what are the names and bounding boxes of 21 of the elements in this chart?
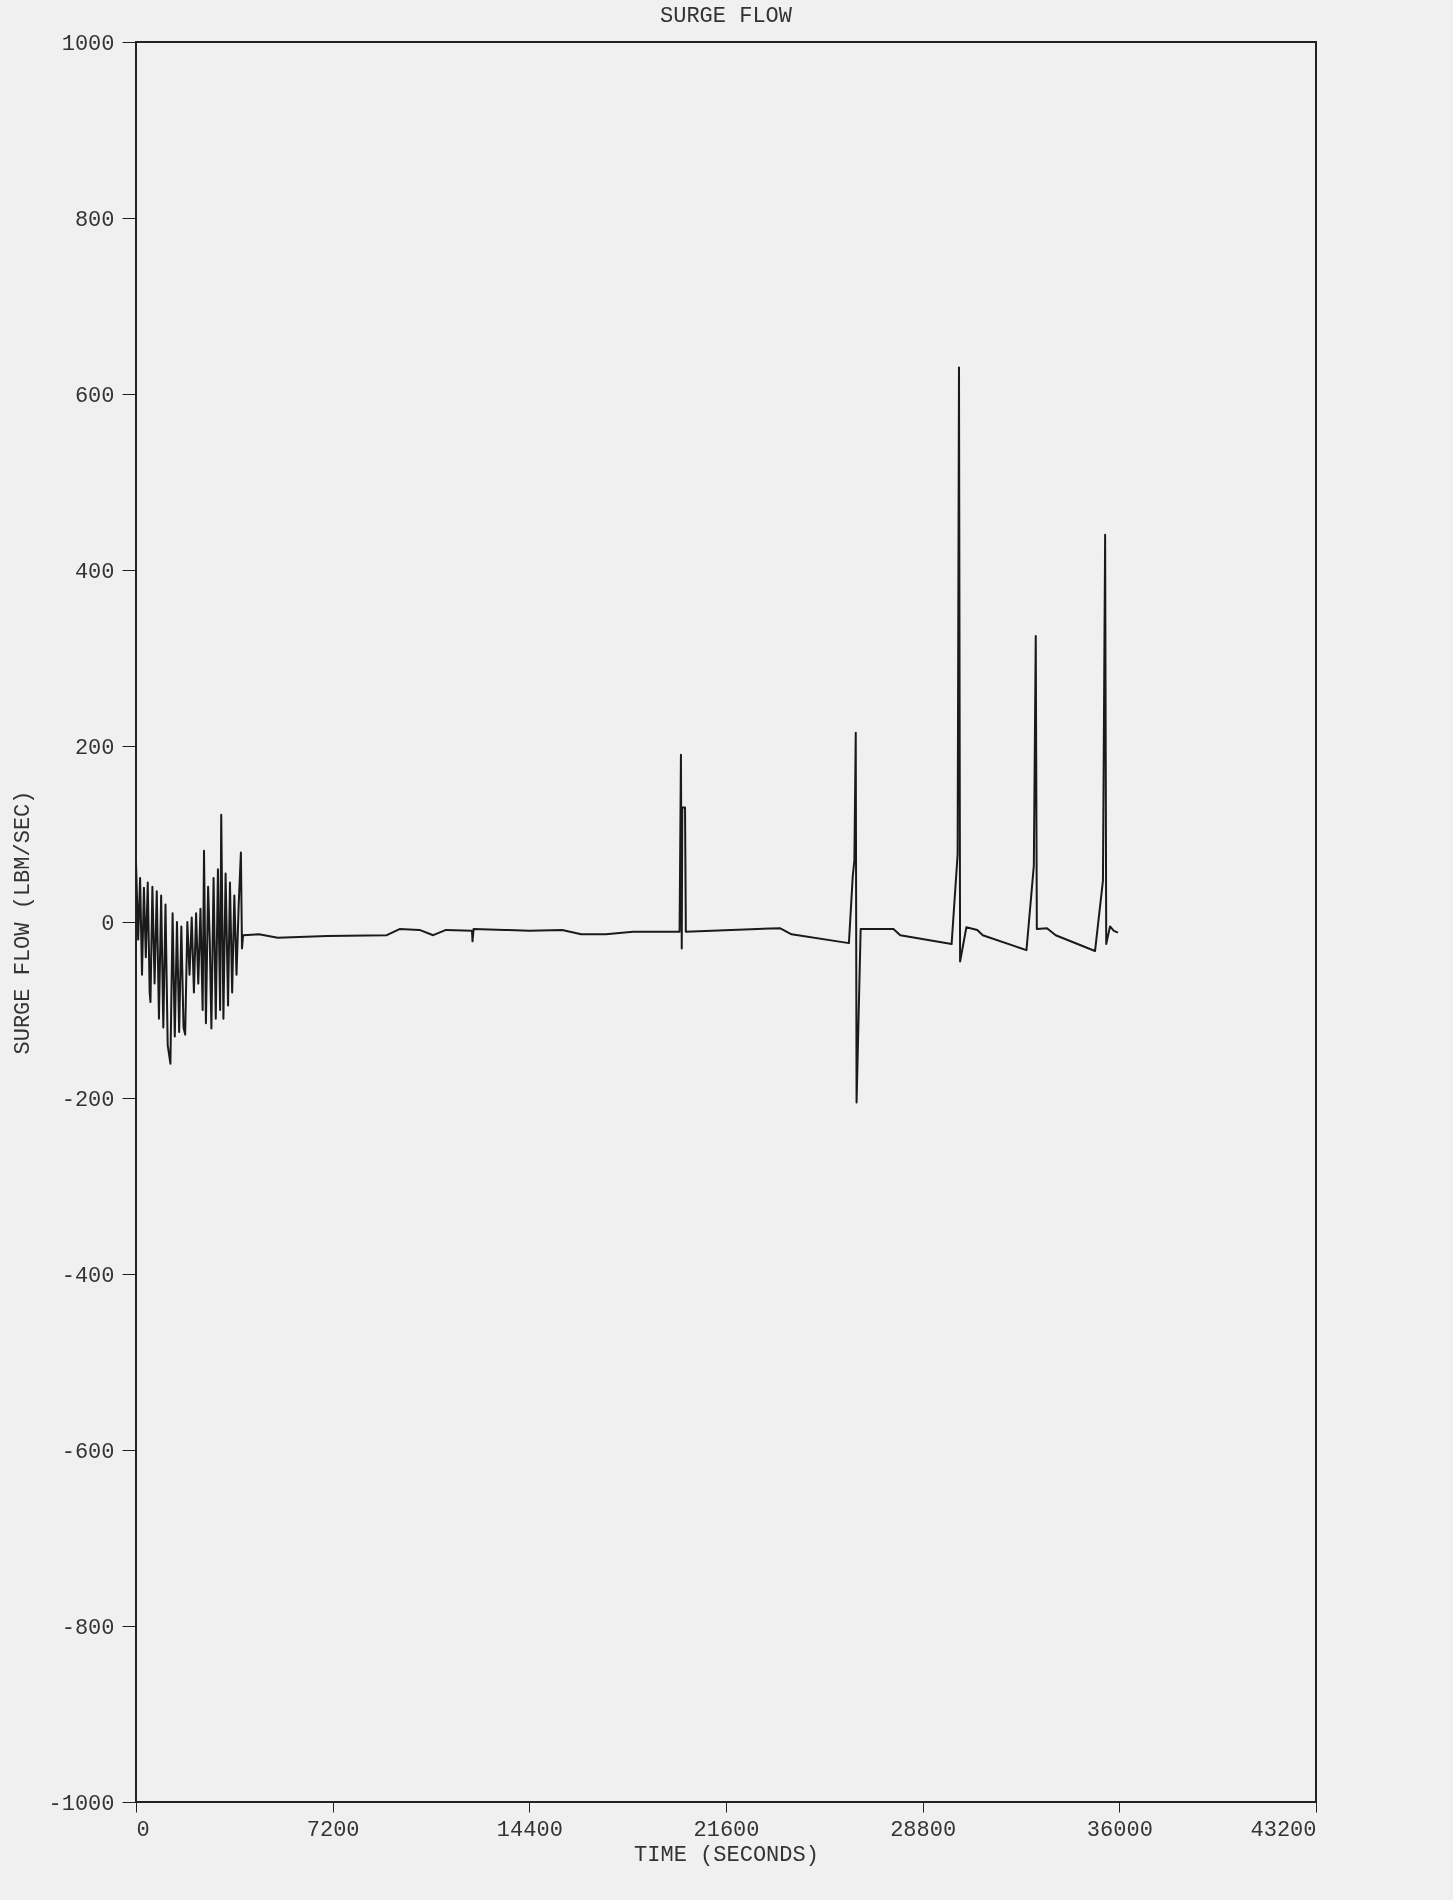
x-tick-label: 0 bbox=[136, 1817, 150, 1843]
y-tick-label: 400 bbox=[74, 559, 115, 585]
y-tick-label: -1000 bbox=[48, 1791, 115, 1817]
y-tick-label: -600 bbox=[61, 1439, 115, 1465]
y-axis-title: SURGE FLOW (LBM/SEC) bbox=[11, 790, 37, 1055]
y-tick-label: 800 bbox=[74, 207, 115, 233]
x-tick-label: 43200 bbox=[1250, 1817, 1317, 1843]
y-tick-label: -800 bbox=[61, 1615, 115, 1641]
y-tick-label: -400 bbox=[61, 1263, 115, 1289]
x-tick-label: 14400 bbox=[496, 1817, 563, 1843]
y-tick-label: -200 bbox=[61, 1087, 115, 1113]
x-tick-label: 7200 bbox=[306, 1817, 360, 1843]
x-tick-label: 28800 bbox=[890, 1817, 957, 1843]
y-tick-label: 600 bbox=[74, 383, 115, 409]
y-tick-label: 0 bbox=[101, 911, 115, 937]
x-axis-title: TIME (SECONDS) bbox=[634, 1842, 819, 1868]
y-tick-label: 200 bbox=[74, 735, 115, 761]
x-tick-label: 21600 bbox=[693, 1817, 760, 1843]
y-tick-label: 1000 bbox=[61, 31, 115, 57]
x-tick-label: 36000 bbox=[1086, 1817, 1153, 1843]
chart-title: SURGE FLOW bbox=[659, 4, 793, 29]
